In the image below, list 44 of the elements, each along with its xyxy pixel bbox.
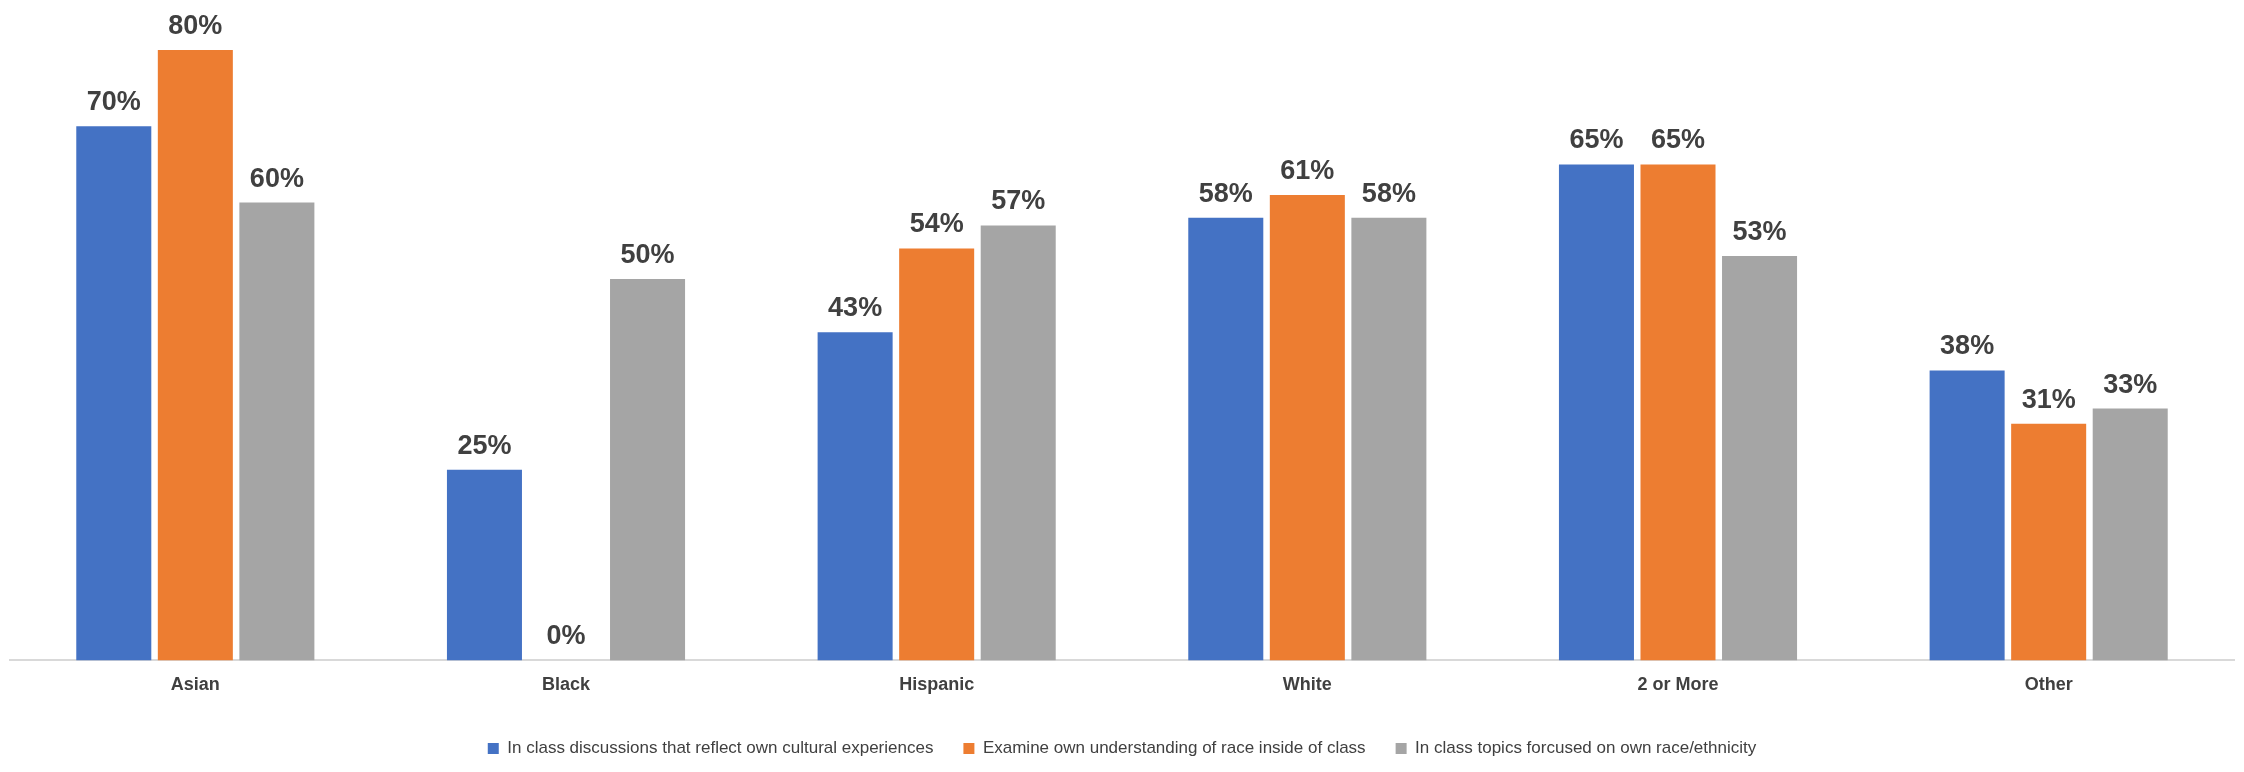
x-tick-label: Black [541, 674, 591, 695]
bar [1722, 256, 1798, 661]
data-label: 57% [991, 185, 1046, 216]
bar [76, 126, 152, 661]
data-label: 25% [457, 429, 512, 460]
bar [1269, 194, 1345, 661]
data-label: 61% [1280, 154, 1335, 185]
bar [2011, 423, 2087, 661]
data-label: 80% [168, 9, 223, 40]
data-label: 65% [1650, 124, 1706, 155]
data-label: 31% [2021, 383, 2076, 414]
data-label: 65% [1569, 124, 1624, 155]
bar [239, 202, 315, 661]
data-label: 58% [1361, 177, 1416, 208]
data-label: 43% [828, 292, 883, 323]
bar [446, 469, 522, 661]
data-label: 70% [86, 86, 141, 117]
data-label: 50% [620, 238, 675, 269]
data-label: 58% [1198, 177, 1253, 208]
bar [157, 50, 233, 661]
data-label: 33% [2103, 368, 2158, 399]
x-tick-label: Asian [170, 674, 220, 695]
data-label: 60% [249, 162, 304, 193]
bar [1640, 164, 1716, 661]
legend-label: In class topics forcused on own race/ethnicity [1415, 738, 1757, 758]
bar [817, 332, 893, 661]
x-tick-label: Other [2024, 674, 2073, 695]
bar [610, 278, 686, 661]
x-tick-label: 2 or More [1637, 674, 1719, 695]
legend-label: In class discussions that reflect own cultural experiences [507, 738, 934, 758]
data-label: 54% [909, 208, 964, 239]
x-tick-label: White [1282, 674, 1332, 695]
bar [2092, 408, 2168, 661]
bar [1929, 370, 2005, 661]
bar [980, 225, 1056, 661]
data-label: 38% [1940, 330, 1995, 361]
x-tick-label: Hispanic [899, 674, 975, 695]
data-label: 0% [546, 620, 586, 651]
data-label: 53% [1732, 215, 1787, 246]
bar [899, 248, 975, 661]
bar [1188, 217, 1264, 661]
legend-label: Examine own understanding of race inside of class [982, 738, 1366, 758]
bar [1558, 164, 1634, 661]
bar [1351, 217, 1427, 661]
